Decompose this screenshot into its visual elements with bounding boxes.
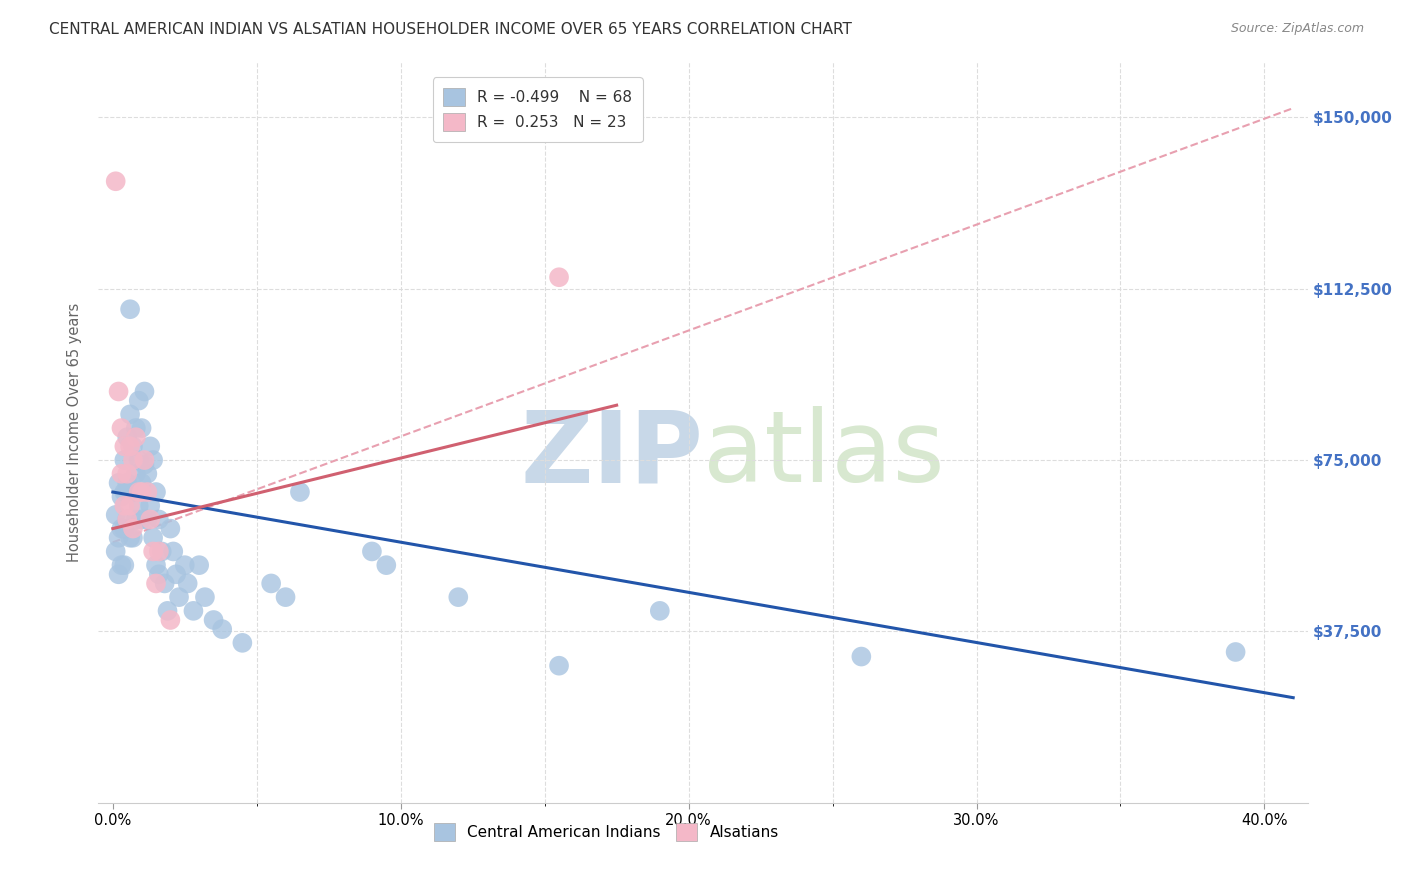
Point: [131, 485, 153, 500]
Point: [134, 453, 156, 467]
Point: [274, 590, 297, 604]
Point: [115, 512, 138, 526]
Point: [110, 467, 132, 481]
Point: [120, 439, 142, 453]
Point: [139, 439, 162, 453]
Point: [162, 544, 184, 558]
Point: [112, 558, 135, 573]
Point: [202, 613, 225, 627]
Point: [165, 567, 187, 582]
Point: [150, 544, 173, 558]
Point: [375, 558, 398, 573]
Point: [648, 604, 671, 618]
Point: [153, 576, 176, 591]
Point: [148, 544, 170, 558]
Point: [107, 384, 129, 399]
Point: [112, 453, 135, 467]
Point: [107, 567, 129, 582]
Point: [447, 590, 470, 604]
Point: [128, 499, 150, 513]
Point: [128, 453, 150, 467]
Point: [120, 408, 142, 422]
Point: [112, 499, 135, 513]
Point: [122, 453, 145, 467]
Point: [122, 531, 145, 545]
Point: [231, 636, 253, 650]
Text: CENTRAL AMERICAN INDIAN VS ALSATIAN HOUSEHOLDER INCOME OVER 65 YEARS CORRELATION: CENTRAL AMERICAN INDIAN VS ALSATIAN HOUS…: [49, 22, 852, 37]
Point: [131, 512, 153, 526]
Point: [110, 522, 132, 536]
Y-axis label: Householder Income Over 65 years: Householder Income Over 65 years: [67, 303, 83, 562]
Point: [548, 658, 571, 673]
Point: [104, 544, 127, 558]
Legend: Central American Indians, Alsatians: Central American Indians, Alsatians: [427, 817, 785, 847]
Point: [156, 604, 179, 618]
Point: [361, 544, 384, 558]
Point: [851, 649, 873, 664]
Point: [176, 576, 198, 591]
Point: [142, 544, 165, 558]
Point: [110, 490, 132, 504]
Point: [115, 512, 138, 526]
Point: [159, 613, 181, 627]
Point: [188, 558, 211, 573]
Point: [115, 475, 138, 490]
Text: ZIP: ZIP: [520, 407, 703, 503]
Point: [120, 485, 142, 500]
Point: [128, 393, 150, 408]
Point: [548, 270, 571, 285]
Point: [288, 485, 311, 500]
Point: [145, 485, 167, 500]
Point: [134, 384, 156, 399]
Text: atlas: atlas: [703, 407, 945, 503]
Point: [131, 475, 153, 490]
Point: [145, 576, 167, 591]
Point: [122, 439, 145, 453]
Point: [122, 485, 145, 500]
Point: [139, 499, 162, 513]
Point: [125, 421, 148, 435]
Point: [107, 475, 129, 490]
Point: [134, 458, 156, 472]
Point: [115, 467, 138, 481]
Point: [148, 567, 170, 582]
Point: [112, 439, 135, 453]
Point: [211, 622, 233, 636]
Point: [167, 590, 190, 604]
Point: [136, 485, 159, 500]
Point: [136, 467, 159, 481]
Point: [260, 576, 283, 591]
Point: [120, 499, 142, 513]
Point: [104, 508, 127, 522]
Point: [104, 174, 127, 188]
Point: [131, 421, 153, 435]
Point: [1225, 645, 1247, 659]
Point: [148, 512, 170, 526]
Point: [159, 522, 181, 536]
Point: [128, 485, 150, 500]
Point: [125, 512, 148, 526]
Point: [107, 531, 129, 545]
Point: [120, 531, 142, 545]
Point: [183, 604, 205, 618]
Text: Source: ZipAtlas.com: Source: ZipAtlas.com: [1230, 22, 1364, 36]
Point: [125, 467, 148, 481]
Point: [122, 522, 145, 536]
Point: [139, 512, 162, 526]
Point: [142, 531, 165, 545]
Point: [112, 485, 135, 500]
Point: [136, 512, 159, 526]
Point: [125, 430, 148, 444]
Point: [142, 453, 165, 467]
Point: [194, 590, 217, 604]
Point: [112, 522, 135, 536]
Point: [120, 302, 142, 317]
Point: [173, 558, 195, 573]
Point: [110, 558, 132, 573]
Point: [115, 430, 138, 444]
Point: [110, 421, 132, 435]
Point: [145, 558, 167, 573]
